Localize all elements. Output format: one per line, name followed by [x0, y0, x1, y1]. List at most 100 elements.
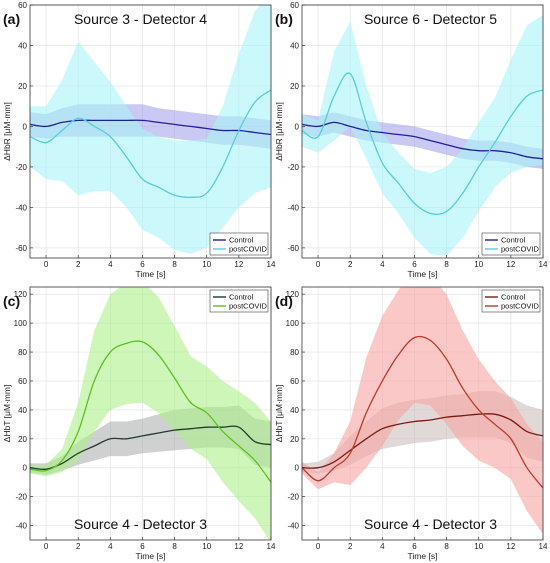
legend-entry-label: Control	[229, 293, 254, 302]
x-tick-label: 8	[172, 260, 177, 269]
y-tick-label: 20	[290, 82, 299, 91]
series-layer	[302, 287, 543, 535]
x-tick-label: 10	[474, 260, 483, 269]
x-tick-label: 6	[140, 542, 145, 551]
plot-frame	[301, 286, 544, 541]
y-tick-label: 0	[295, 464, 300, 473]
series-line-control	[30, 119, 271, 136]
ticks: 0 2 4 6 8 10 12 14 -40 -20 0 20 40 60 80 100 120	[286, 290, 548, 551]
y-tick-label: 60	[18, 1, 27, 10]
x-tick-label: 10	[202, 542, 211, 551]
panel-label: (b)	[275, 11, 293, 27]
x-tick-label: 4	[108, 260, 113, 269]
panel-title: Source 3 - Detector 4	[74, 11, 207, 27]
plot-frame	[29, 286, 272, 541]
y-tick-label: 0	[23, 464, 28, 473]
y-axis-label: ΔHbR [μM·mm]	[274, 102, 284, 161]
x-tick-label: 8	[444, 542, 449, 551]
x-tick-label: 4	[380, 542, 385, 551]
panel-title: Source 4 - Detector 3	[74, 516, 207, 532]
y-axis-label: ΔHbR [μM·mm]	[2, 102, 12, 161]
x-tick-label: 0	[316, 542, 321, 551]
x-tick-label: 2	[76, 542, 81, 551]
y-tick-label: -40	[287, 203, 299, 212]
y-tick-label: 40	[290, 406, 299, 415]
x-tick-label: 0	[316, 260, 321, 269]
y-tick-label: 40	[18, 406, 27, 415]
plot-frame	[29, 4, 272, 259]
x-tick-label: 12	[506, 542, 515, 551]
series-layer	[30, 5, 271, 254]
x-tick-label: 0	[44, 542, 49, 551]
ticks: 0 2 4 6 8 10 12 14 -40 -20 0 20 40 60 80 100 120	[14, 290, 276, 551]
plot-frame	[301, 4, 544, 259]
series-line-postcovid	[30, 89, 271, 199]
series-line-control	[30, 425, 271, 470]
y-tick-label: -20	[15, 163, 27, 172]
series-layer	[30, 287, 271, 540]
x-tick-label: 2	[348, 542, 353, 551]
series-line-control	[302, 121, 543, 160]
y-tick-label: 40	[290, 41, 299, 50]
y-tick-label: 0	[295, 122, 300, 131]
x-tick-label: 12	[506, 260, 515, 269]
panel-b: 0 2 4 6 8 10 12 14 -60 -40 -20 0 20 40 60 Time [s] ΔHbR …	[274, 1, 548, 279]
y-tick-label: -60	[287, 244, 299, 253]
panel-title: Source 6 - Detector 5	[364, 11, 497, 27]
x-tick-label: 6	[140, 260, 145, 269]
x-tick-label: 4	[380, 260, 385, 269]
legend-entry-label: Control	[229, 236, 254, 245]
y-tick-label: -20	[15, 493, 27, 502]
x-tick-label: 2	[348, 260, 353, 269]
x-tick-label: 4	[108, 542, 113, 551]
x-tick-label: 14	[267, 542, 276, 551]
y-tick-label: 20	[290, 435, 299, 444]
y-tick-label: 80	[18, 348, 27, 357]
y-tick-label: 100	[14, 319, 28, 328]
legend-entry-label: postCOVID	[501, 302, 540, 311]
x-tick-label: 6	[412, 260, 417, 269]
y-tick-label: -20	[287, 493, 299, 502]
series-line-postcovid	[302, 335, 543, 489]
y-tick-label: 100	[286, 319, 300, 328]
x-tick-label: 8	[444, 260, 449, 269]
series-layer	[302, 15, 543, 256]
y-tick-label: -40	[15, 522, 27, 531]
y-tick-label: -20	[287, 163, 299, 172]
x-tick-label: 14	[539, 542, 548, 551]
series-band-postcovid	[302, 15, 543, 256]
x-tick-label: 14	[539, 260, 548, 269]
ticks: 0 2 4 6 8 10 12 14 -60 -40 -20 0 20 40 60	[287, 1, 548, 269]
panel-label: (c)	[3, 293, 20, 309]
x-tick-label: 2	[76, 260, 81, 269]
y-tick-label: 40	[18, 41, 27, 50]
ticks: 0 2 4 6 8 10 12 14 -60 -40 -20 0 20 40 60	[15, 1, 276, 269]
series-line-postcovid	[30, 340, 271, 483]
y-tick-label: 60	[18, 377, 27, 386]
panel-label: (d)	[275, 293, 293, 309]
panel-c: 0 2 4 6 8 10 12 14 -40 -20 0 20 40 60 80 100 120 Time [s]…	[2, 286, 276, 561]
legend-entry-label: postCOVID	[229, 302, 268, 311]
legend-entry-label: postCOVID	[229, 245, 268, 254]
y-axis-label: ΔHbT [μM·mm]	[2, 385, 12, 443]
y-tick-label: -40	[287, 522, 299, 531]
y-tick-label: 60	[290, 377, 299, 386]
x-axis-label: Time [s]	[136, 551, 166, 561]
panel-label: (a)	[3, 11, 20, 27]
series-band-postcovid	[30, 287, 271, 540]
y-tick-label: 60	[290, 1, 299, 10]
x-tick-label: 8	[172, 542, 177, 551]
x-tick-label: 10	[202, 260, 211, 269]
x-tick-label: 12	[234, 542, 243, 551]
x-tick-label: 14	[267, 260, 276, 269]
series-line-control	[302, 413, 543, 469]
legend-entry-label: Control	[501, 293, 526, 302]
y-tick-label: 120	[286, 290, 300, 299]
x-tick-label: 10	[474, 542, 483, 551]
series-band-postcovid	[30, 5, 271, 254]
